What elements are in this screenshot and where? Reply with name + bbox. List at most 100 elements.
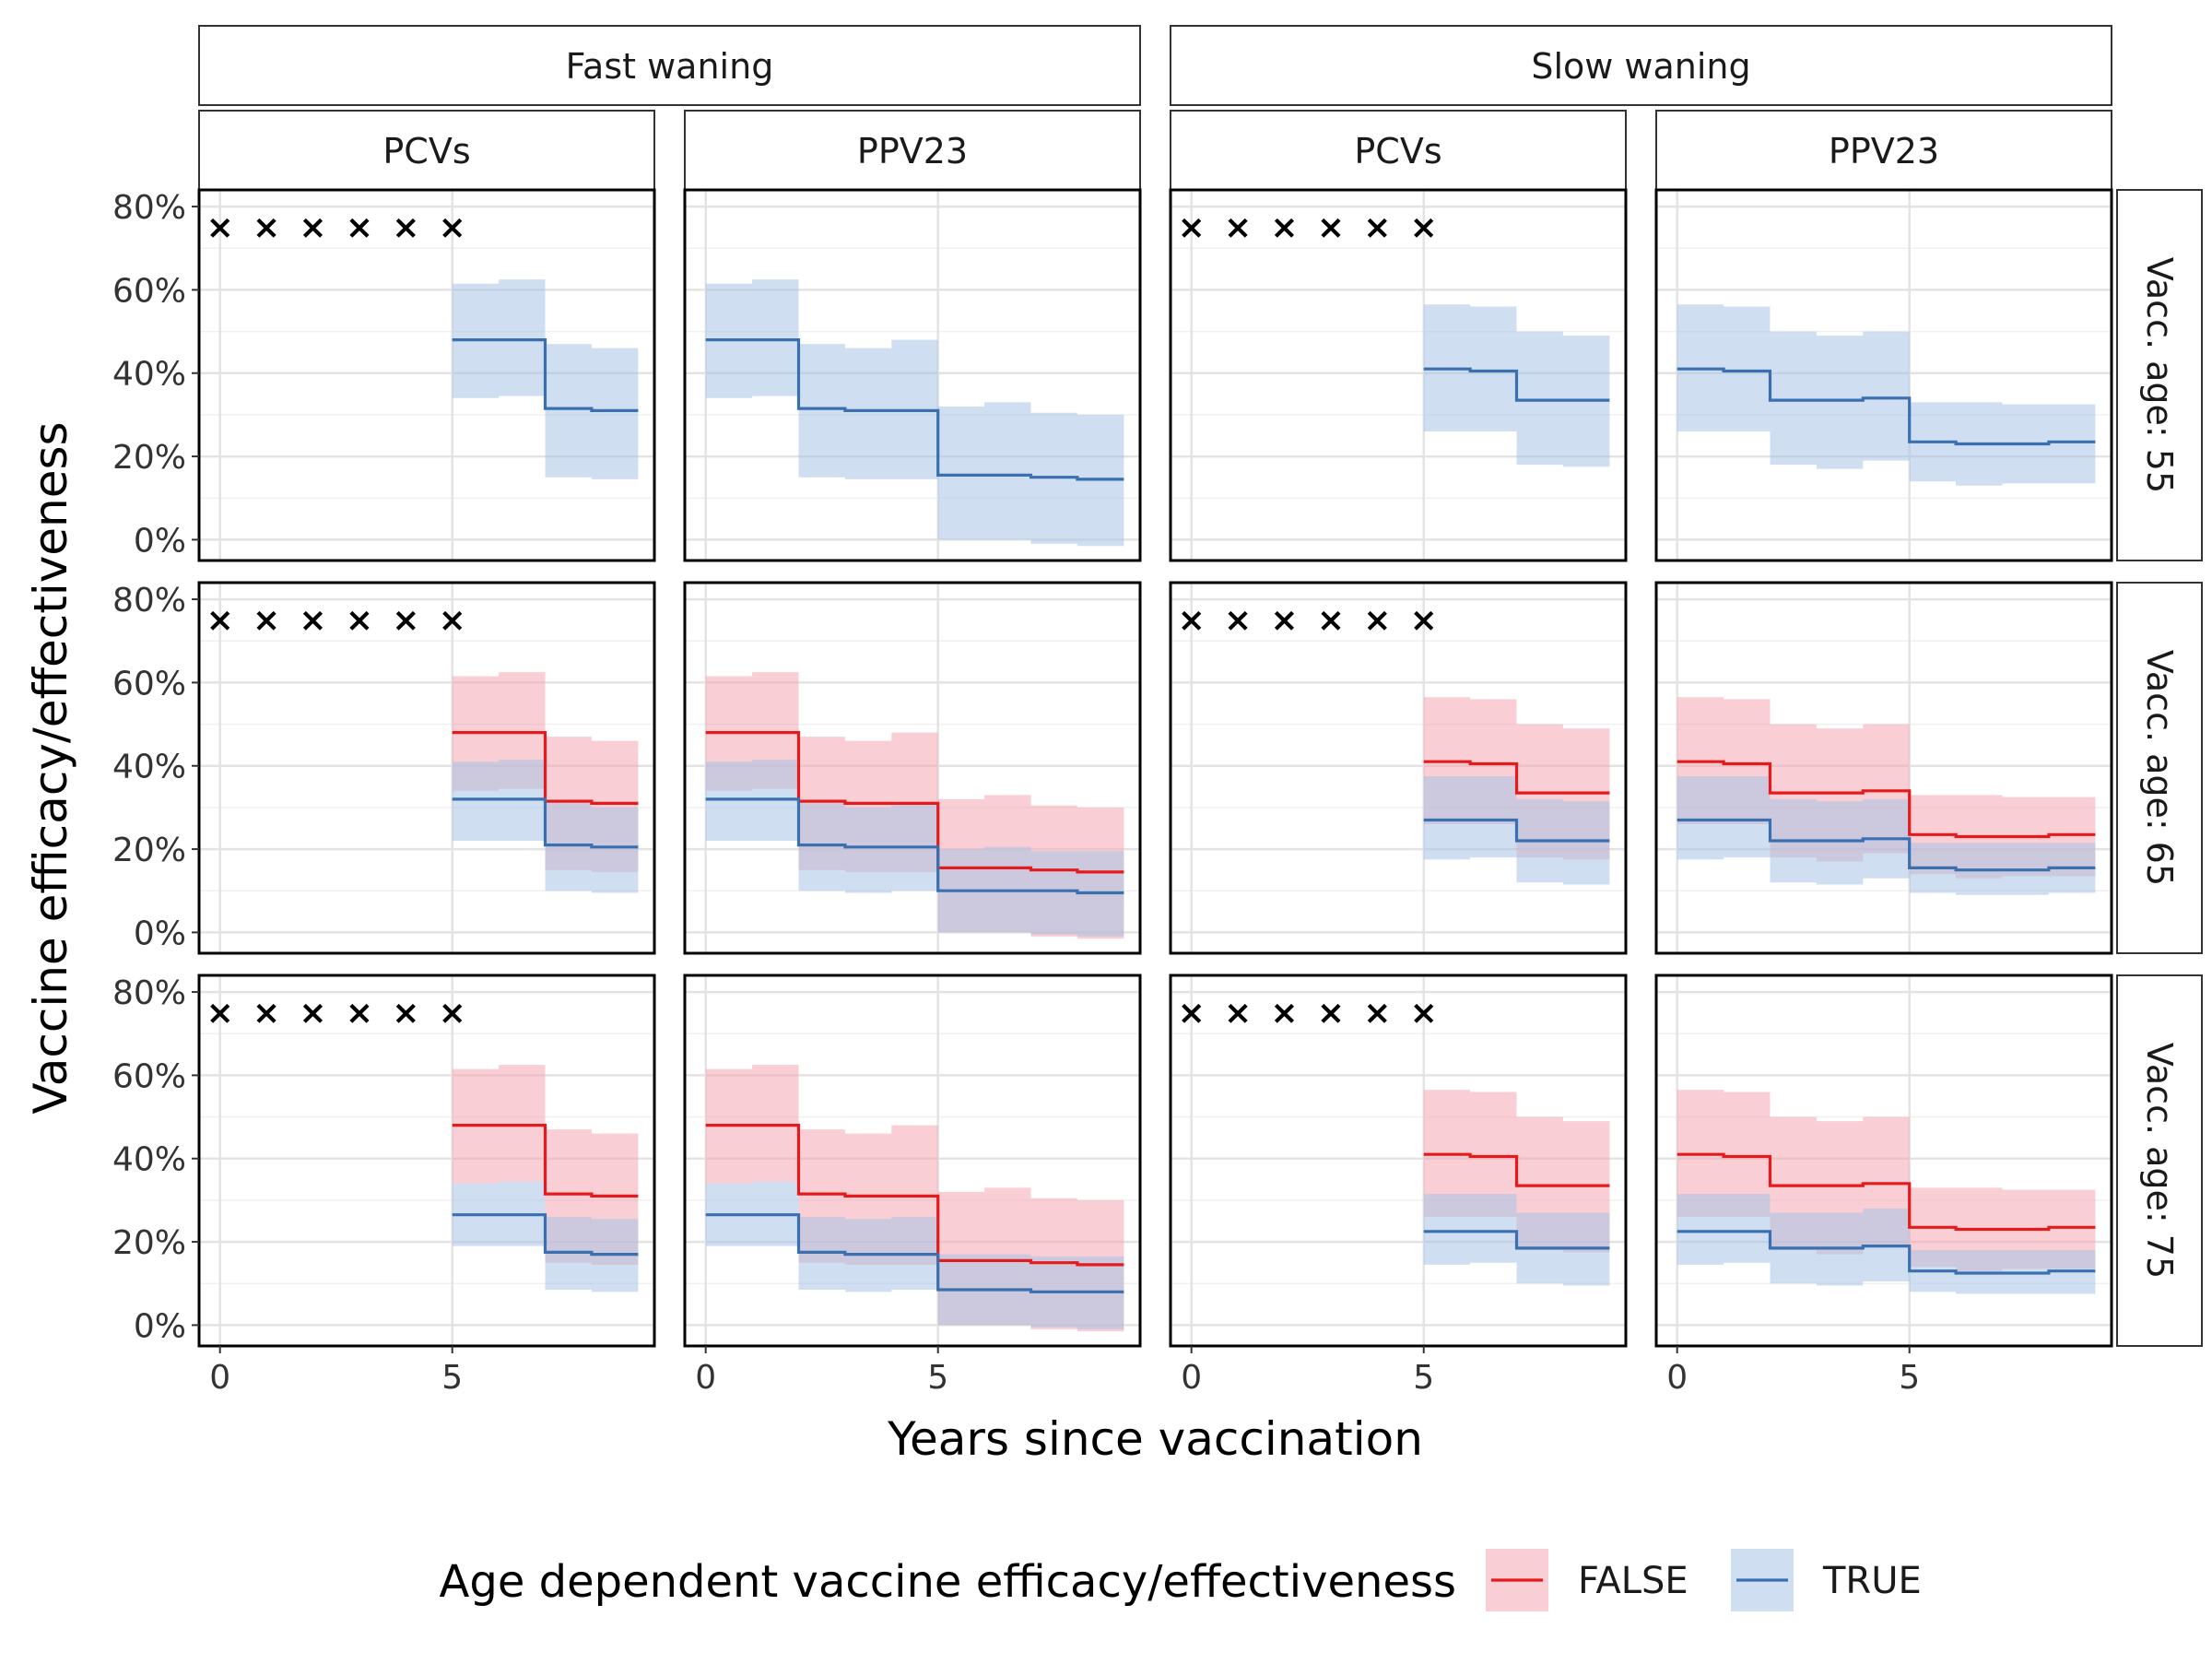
strip-waning-box (198, 25, 1141, 106)
strip-vaccine-label: PCVs (382, 131, 470, 171)
step-line-true (1423, 1230, 1610, 1250)
missing-marker: × (299, 602, 326, 640)
panel-r2-c2: × × × × × × 0 5 (1169, 974, 1628, 1397)
legend-title: Age dependent vaccine efficacy/effective… (440, 1556, 1456, 1608)
missing-marker: × (1224, 602, 1252, 640)
missing-marker: × (439, 602, 466, 640)
missing-marker: × (1178, 209, 1206, 247)
missing-marker: × (346, 995, 373, 1033)
missing-marker: × (1178, 602, 1206, 640)
panel-border (1169, 188, 1628, 562)
missing-marker: × (253, 209, 280, 247)
missing-marker: × (1317, 602, 1345, 640)
missing-marker: × (253, 602, 280, 640)
missing-marker: × (206, 209, 234, 247)
missing-marker: × (206, 602, 234, 640)
missing-marker: × (392, 209, 419, 247)
y-tick-label: 20% (112, 832, 186, 869)
strip-row-box (2116, 189, 2203, 561)
panel-r1-c3 (1654, 581, 2113, 955)
step-line-false (452, 1124, 639, 1198)
y-tick-label: 80% (112, 974, 186, 1012)
legend: Age dependent vaccine efficacy/effective… (440, 1549, 1922, 1611)
panel-r0-c0: × × × × × × 0% 20% 40% 60% 80% (112, 188, 656, 562)
strip-vaccine-label: PPV23 (1829, 131, 1939, 171)
strip-waning-box (1170, 25, 2112, 106)
panel-r0-c2: × × × × × × (1169, 188, 1628, 562)
y-tick-label: 60% (112, 665, 186, 702)
step-line-true (705, 1213, 1124, 1293)
x-tick-label: 5 (1899, 1359, 1920, 1397)
y-tick-label: 80% (112, 189, 186, 227)
step-line-true (452, 1213, 639, 1257)
x-tick-label: 5 (927, 1359, 948, 1397)
x-axis-title: Years since vaccination (887, 1412, 1423, 1466)
panel-border (683, 974, 1142, 1348)
missing-marker: × (1317, 209, 1345, 247)
missing-marker: × (392, 995, 419, 1033)
missing-marker: × (392, 602, 419, 640)
legend-label-true: TRUE (1822, 1560, 1922, 1602)
missing-marker: × (1270, 602, 1298, 640)
x-tick-label: 5 (1413, 1359, 1434, 1397)
y-tick-label: 40% (112, 1141, 186, 1179)
strip-waning-label: Slow waning (1531, 46, 1750, 87)
step-line-true (1423, 818, 1610, 843)
missing-marker: × (439, 209, 466, 247)
step-line-true (705, 797, 1124, 895)
x-tick-label: 0 (1181, 1359, 1202, 1397)
strip-row-label: Vacc. age: 55 (2139, 257, 2180, 493)
strip-row-box (2116, 974, 2203, 1347)
panel-border (683, 581, 1142, 955)
missing-marker: × (1410, 209, 1438, 247)
ribbon-true (1677, 304, 2096, 486)
y-axis-title: Vaccine efficacy/effectiveness (24, 421, 77, 1114)
y-tick-label: 40% (112, 749, 186, 786)
missing-marker: × (1410, 602, 1438, 640)
panel-r1-c2: × × × × × × (1169, 581, 1628, 955)
missing-marker: × (346, 602, 373, 640)
panel-border (197, 188, 656, 562)
ribbon-true (705, 279, 1124, 547)
y-tick-label: 20% (112, 1224, 186, 1262)
panel-r2-c0: × × × × × × 0% 20% 40% 60% 80% 0 5 (112, 974, 656, 1397)
strip-waning-label: Fast waning (566, 46, 774, 87)
x-tick-label: 0 (695, 1359, 716, 1397)
strip-vaccine-box (198, 110, 655, 191)
y-tick-label: 80% (112, 582, 186, 620)
panel-r1-c0: × × × × × × 0% 20% 40% 60% 80% (112, 581, 656, 955)
panel-r1-c1 (683, 581, 1142, 955)
step-line-true (1423, 367, 1610, 402)
strip-row-label: Vacc. age: 65 (2139, 650, 2180, 886)
panel-border (1654, 188, 2113, 562)
missing-marker: × (1363, 209, 1391, 247)
missing-marker: × (346, 209, 373, 247)
missing-marker: × (1363, 995, 1391, 1033)
panel-border (197, 581, 656, 955)
x-tick-label: 0 (209, 1359, 230, 1397)
legend-label-false: FALSE (1578, 1560, 1688, 1602)
step-line-true (452, 338, 639, 412)
panel-r0-c1 (683, 188, 1142, 562)
missing-marker: × (299, 995, 326, 1033)
panel-border (1654, 581, 2113, 955)
strip-row-box (2116, 582, 2203, 954)
missing-marker: × (299, 209, 326, 247)
step-line-false (1677, 1152, 2096, 1232)
x-tick-label: 0 (1666, 1359, 1688, 1397)
missing-marker: × (1224, 209, 1252, 247)
missing-marker: × (1270, 209, 1298, 247)
strip-row-label: Vacc. age: 75 (2139, 1043, 2180, 1279)
x-tick-label: 5 (441, 1359, 463, 1397)
y-tick-label: 0% (134, 522, 186, 560)
step-line-false (705, 731, 1124, 874)
step-line-true (1677, 818, 2096, 872)
missing-marker: × (1270, 995, 1298, 1033)
missing-marker: × (1363, 602, 1391, 640)
step-line-false (705, 1124, 1124, 1267)
missing-marker: × (439, 995, 466, 1033)
panel-border (1169, 581, 1628, 955)
panel-border (683, 188, 1142, 562)
y-tick-label: 20% (112, 439, 186, 477)
